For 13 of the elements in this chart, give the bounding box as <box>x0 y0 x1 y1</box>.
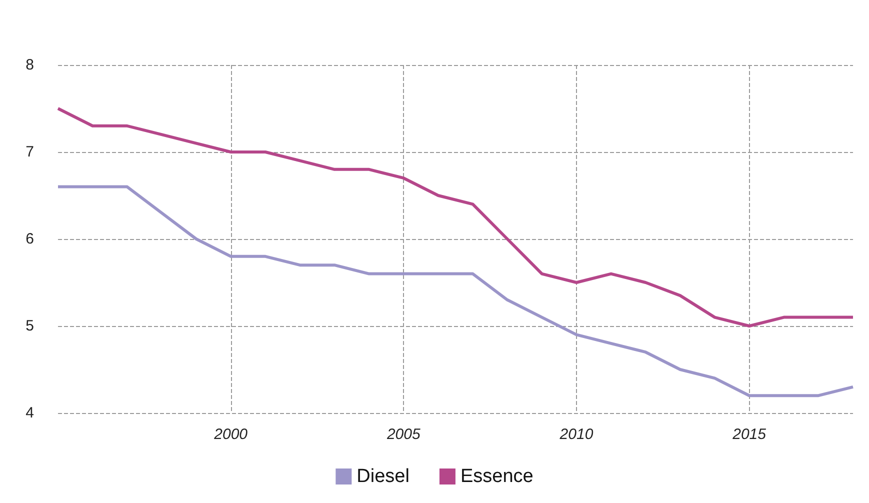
legend-label: Diesel <box>356 466 410 487</box>
y-tick-label: 4 <box>26 404 34 422</box>
y-tick-label: 5 <box>26 318 34 334</box>
x-tick-label: 2015 <box>732 426 767 443</box>
x-tick-label: 2010 <box>558 426 594 443</box>
line-series <box>56 185 854 398</box>
x-tick-label: 2005 <box>386 426 421 443</box>
y-tick-label: 6 <box>26 230 34 248</box>
y-tick-label: 7 <box>26 144 34 160</box>
y-tick-label: 8 <box>26 56 34 74</box>
legend-label: Essence <box>460 466 534 487</box>
x-tick-label: 2000 <box>213 426 248 443</box>
line-series <box>56 107 854 328</box>
